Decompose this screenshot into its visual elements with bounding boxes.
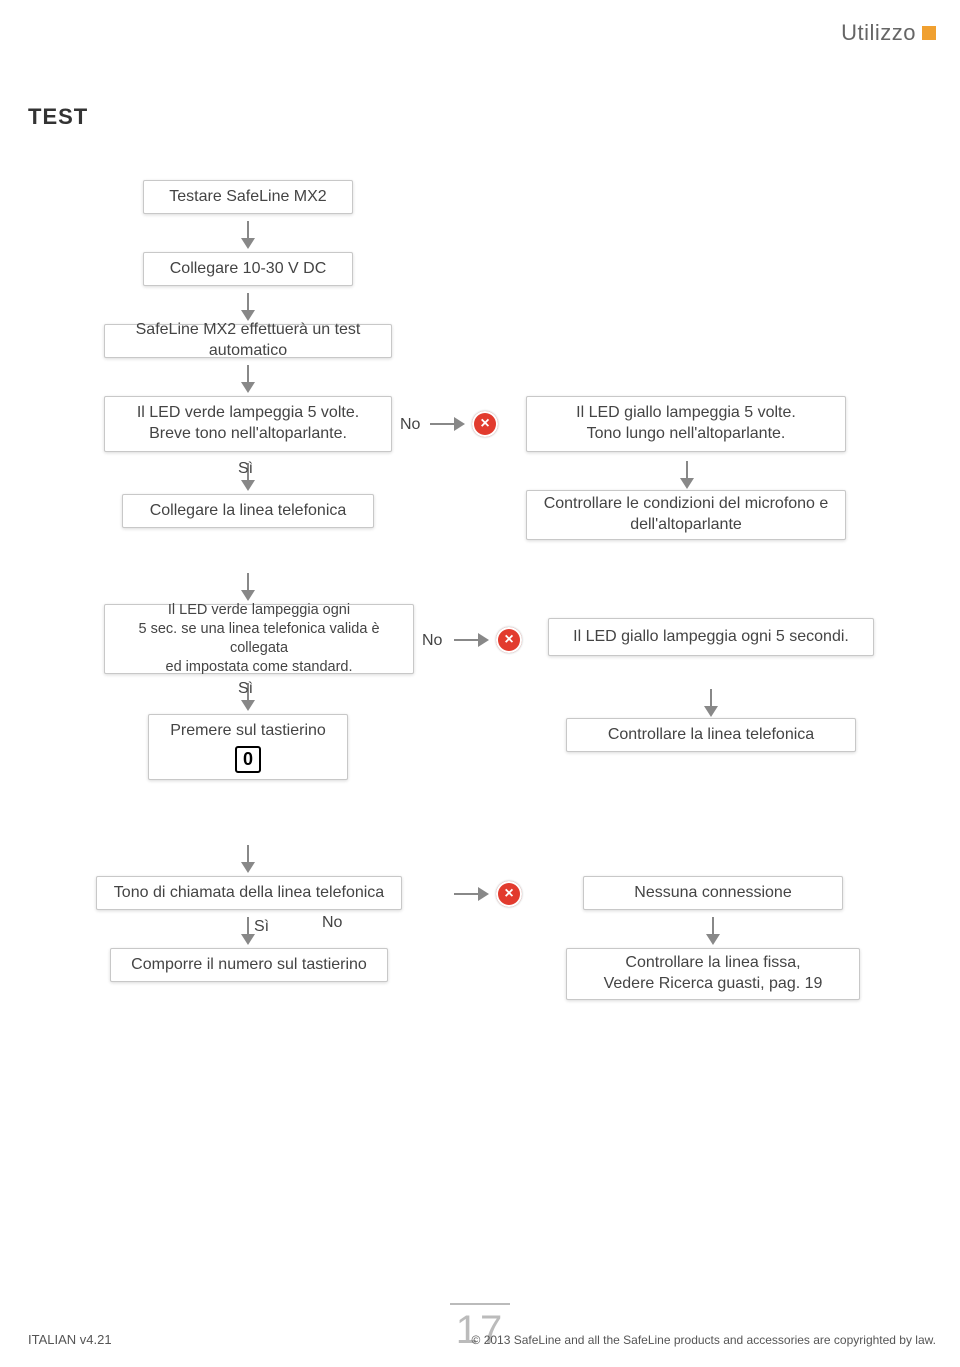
decision-led-verde-5: Il LED verde lampeggia 5 volte. Breve to… bbox=[104, 396, 392, 452]
arrow-down-icon bbox=[706, 934, 720, 945]
node-comporre-numero: Comporre il numero sul tastierino bbox=[110, 948, 388, 982]
label-no: No bbox=[400, 416, 420, 434]
keypad-zero-icon: 0 bbox=[235, 746, 261, 773]
section-header: Utilizzo bbox=[841, 20, 916, 46]
arrow-down-icon bbox=[241, 238, 255, 249]
label-no: No bbox=[322, 914, 342, 932]
arrow-down-icon bbox=[241, 862, 255, 873]
arrow-down-icon bbox=[241, 590, 255, 601]
decision-led-verde-ogni5: Il LED verde lampeggia ogni 5 sec. se un… bbox=[104, 604, 414, 674]
arrow-down-icon bbox=[241, 480, 255, 491]
node-collegare-dc: Collegare 10-30 V DC bbox=[143, 252, 353, 286]
label-yes: Sì bbox=[238, 460, 253, 478]
arrow-right-icon bbox=[478, 887, 489, 901]
page-title: TEST bbox=[28, 104, 88, 130]
node-nessuna-connessione: Nessuna connessione bbox=[583, 876, 843, 910]
arrow-right-icon bbox=[454, 417, 465, 431]
arrow-down-icon bbox=[241, 934, 255, 945]
fail-icon: × bbox=[496, 627, 522, 653]
footer-version: ITALIAN v4.21 bbox=[28, 1332, 112, 1347]
node-led-giallo-5: Il LED giallo lampeggia 5 volte. Tono lu… bbox=[526, 396, 846, 452]
arrow-down-icon bbox=[680, 478, 694, 489]
arrow-right-icon bbox=[478, 633, 489, 647]
fail-icon: × bbox=[496, 881, 522, 907]
node-collegare-linea: Collegare la linea telefonica bbox=[122, 494, 374, 528]
node-autotest: SafeLine MX2 effettuerà un test automati… bbox=[104, 324, 392, 358]
footer-copyright: © 2013 SafeLine and all the SafeLine pro… bbox=[472, 1333, 936, 1347]
node-testare: Testare SafeLine MX2 bbox=[143, 180, 353, 214]
page-number-rule bbox=[450, 1303, 510, 1305]
node-controllare-linea: Controllare la linea telefonica bbox=[566, 718, 856, 752]
node-led-giallo-ogni5: Il LED giallo lampeggia ogni 5 secondi. bbox=[548, 618, 874, 656]
header-accent-square bbox=[922, 26, 936, 40]
fail-icon: × bbox=[472, 411, 498, 437]
decision-tono-chiamata: Tono di chiamata della linea telefonica bbox=[96, 876, 402, 910]
arrow-down-icon bbox=[241, 700, 255, 711]
node-premere-tastierino: Premere sul tastierino 0 bbox=[148, 714, 348, 780]
node-controllare-fissa: Controllare la linea fissa, Vedere Ricer… bbox=[566, 948, 860, 1000]
label-yes: Sì bbox=[254, 918, 269, 936]
label-yes: Sì bbox=[238, 680, 253, 698]
node-premere-text: Premere sul tastierino bbox=[170, 721, 326, 742]
node-controllare-microfono: Controllare le condizioni del microfono … bbox=[526, 490, 846, 540]
arrow-down-icon bbox=[704, 706, 718, 717]
arrow-down-icon bbox=[241, 382, 255, 393]
label-no: No bbox=[422, 632, 442, 650]
